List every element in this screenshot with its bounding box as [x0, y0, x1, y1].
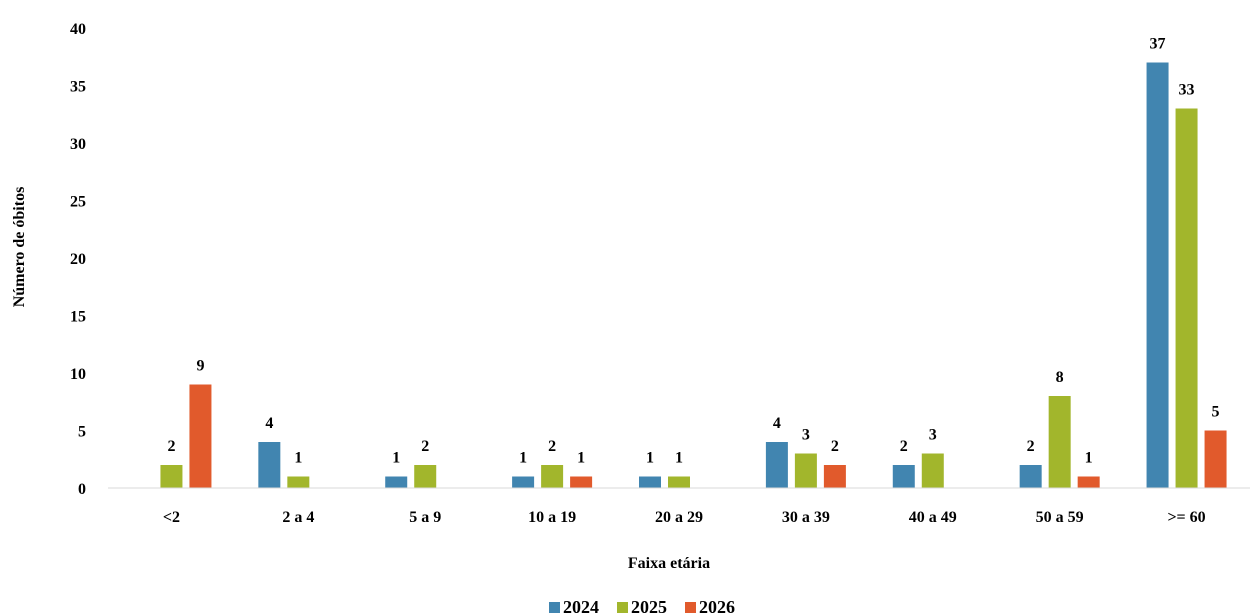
data-label-2025: 3: [929, 427, 937, 444]
data-label-2026: 1: [577, 450, 585, 467]
data-label-2024: 1: [519, 450, 527, 467]
data-label-2025: 2: [421, 438, 429, 455]
legend-swatch-2026: [685, 602, 696, 613]
data-label-2025: 1: [675, 450, 683, 467]
data-label-2026: 2: [831, 438, 839, 455]
y-tick-label: 35: [70, 79, 86, 96]
legend-swatch-2025: [617, 602, 628, 613]
legend-label-2025: 2025: [631, 597, 667, 616]
legend-label-2026: 2026: [699, 597, 735, 616]
y-axis-title: Número de óbitos: [11, 187, 28, 308]
data-label-2024: 1: [646, 450, 654, 467]
bar-2024: [258, 442, 281, 488]
legend-label-2024: 2024: [563, 597, 599, 616]
data-label-2025: 33: [1179, 82, 1195, 99]
bar-2026: [189, 384, 212, 488]
data-label-2024: 4: [773, 415, 781, 432]
bar-2025: [541, 465, 564, 488]
bar-2025: [1175, 108, 1198, 488]
bar-2026: [823, 465, 846, 488]
bar-2025: [1048, 396, 1071, 488]
data-label-2025: 2: [167, 438, 175, 455]
data-label-2026: 1: [1085, 450, 1093, 467]
bar-2024: [385, 476, 408, 488]
y-tick-label: 15: [70, 309, 86, 326]
y-tick-label: 30: [70, 136, 86, 153]
y-tick-label: 40: [70, 21, 86, 38]
y-tick-label: 0: [78, 481, 86, 498]
y-axis-ticks: 0 5 10 15 20 25 30 35 40: [70, 21, 86, 498]
bar-2024: [1019, 465, 1042, 488]
bar-2024: [639, 476, 661, 488]
bar-2025: [921, 453, 944, 488]
data-label-2024: 1: [392, 450, 400, 467]
x-category-label: <2: [163, 509, 180, 526]
bar-2024: [765, 442, 788, 488]
data-labels: 2 9 4 1 1 2 1 2 1 1 1 4 3 2 2 3 2 8 1 37 33 5: [167, 36, 1219, 467]
legend: 2024 2025 2026: [549, 597, 735, 616]
bar-2025: [160, 465, 183, 488]
data-label-2026: 9: [196, 358, 204, 375]
legend-swatch-2024: [549, 602, 560, 613]
data-label-2024: 37: [1150, 36, 1166, 53]
bar-2025: [794, 453, 817, 488]
x-category-label: 5 a 9: [409, 509, 441, 526]
data-label-2025: 3: [802, 427, 810, 444]
x-category-label: 30 a 39: [782, 509, 830, 526]
x-category-label: 10 a 19: [528, 509, 576, 526]
bar-2024: [1146, 62, 1169, 488]
x-category-label: 40 a 49: [909, 509, 957, 526]
x-category-label: 20 a 29: [655, 509, 703, 526]
data-label-2025: 1: [294, 450, 302, 467]
bar-2025: [287, 476, 310, 488]
data-label-2024: 4: [265, 415, 273, 432]
bars: [160, 62, 1227, 488]
data-label-2025: 8: [1056, 369, 1064, 386]
x-category-label: 2 a 4: [282, 509, 314, 526]
y-tick-label: 25: [70, 194, 86, 211]
y-tick-label: 5: [78, 424, 86, 441]
x-axis-category-labels: <2 2 a 4 5 a 9 10 a 19 20 a 29 30 a 39 40 a 49…: [163, 509, 1206, 526]
bar-2025: [668, 476, 690, 488]
bar-2026: [1077, 476, 1100, 488]
data-label-2026: 5: [1212, 404, 1220, 421]
x-axis-title: Faixa etária: [628, 555, 710, 572]
bar-2026: [570, 476, 593, 488]
x-category-label: >= 60: [1167, 509, 1205, 526]
bar-2025: [414, 465, 437, 488]
data-label-2024: 2: [1027, 438, 1035, 455]
bar-2024: [512, 476, 535, 488]
y-tick-label: 20: [70, 251, 86, 268]
data-label-2024: 2: [900, 438, 908, 455]
data-label-2025: 2: [548, 438, 556, 455]
bar-2024: [892, 465, 915, 488]
y-tick-label: 10: [70, 366, 86, 383]
x-category-label: 50 a 59: [1036, 509, 1084, 526]
bar-2026: [1204, 430, 1227, 488]
